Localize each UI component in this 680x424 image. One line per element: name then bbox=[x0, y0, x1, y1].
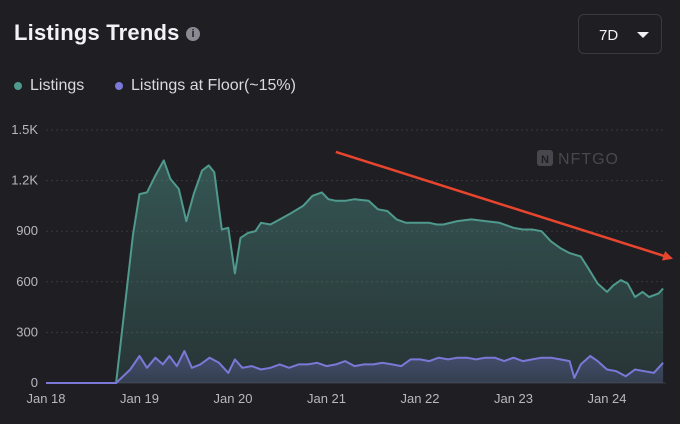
series-area-listings bbox=[46, 160, 664, 383]
series-line-floor bbox=[46, 350, 664, 384]
x-tick-label: Jan 21 bbox=[307, 391, 346, 406]
trend-arrow-annotation bbox=[335, 150, 674, 261]
y-tick-label: 600 bbox=[16, 274, 38, 289]
nftgo-logo-icon bbox=[537, 150, 553, 166]
nftgo-logo-glyph: N bbox=[541, 154, 549, 166]
legend-dot-floor bbox=[115, 82, 123, 90]
series-line-listings bbox=[46, 159, 664, 384]
page-title: Listings Trends bbox=[14, 20, 180, 45]
legend-label-listings: Listings bbox=[30, 77, 85, 94]
y-tick-label: 300 bbox=[16, 324, 38, 339]
x-tick-label: Jan 18 bbox=[26, 391, 65, 406]
nftgo-watermark: N NFTGO bbox=[537, 150, 619, 168]
y-tick-label: 0 bbox=[31, 375, 38, 390]
x-tick-label: Jan 19 bbox=[120, 391, 159, 406]
y-tick-label: 1.2K bbox=[11, 173, 38, 188]
chevron-down-icon bbox=[637, 32, 649, 38]
x-tick-label: Jan 23 bbox=[494, 391, 533, 406]
x-tick-label: Jan 20 bbox=[213, 391, 252, 406]
legend-label-floor: Listings at Floor(~15%) bbox=[131, 77, 296, 94]
y-tick-label: 1.5K bbox=[11, 122, 38, 137]
time-range-dropdown[interactable]: 7D bbox=[578, 14, 662, 54]
x-tick-label: Jan 24 bbox=[587, 391, 626, 406]
info-icon[interactable]: i bbox=[186, 27, 200, 41]
y-tick-label: 900 bbox=[16, 223, 38, 238]
legend-dot-listings bbox=[14, 82, 22, 90]
time-range-value: 7D bbox=[599, 27, 619, 44]
watermark-text: NFTGO bbox=[558, 151, 619, 168]
x-tick-label: Jan 22 bbox=[400, 391, 439, 406]
